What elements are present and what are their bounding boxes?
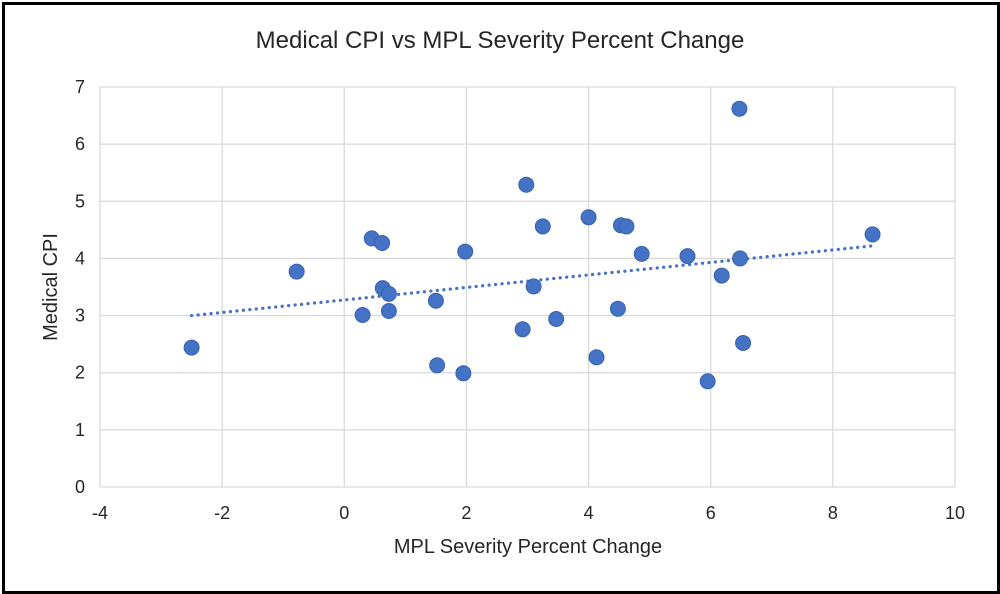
x-tick-label: 6 bbox=[706, 503, 716, 523]
data-point bbox=[380, 303, 397, 319]
data-point bbox=[518, 176, 535, 193]
y-tick-labels: 0 1 2 3 4 5 6 7 bbox=[75, 77, 85, 497]
trendline bbox=[190, 244, 875, 318]
x-tick-labels: -4 -2 0 2 4 6 8 10 bbox=[92, 503, 965, 523]
data-point bbox=[580, 209, 597, 226]
y-tick-label: 1 bbox=[75, 420, 85, 440]
data-point bbox=[699, 373, 716, 390]
x-axis-label: MPL Severity Percent Change bbox=[394, 536, 662, 558]
x-tick-label: 2 bbox=[461, 503, 471, 523]
data-point bbox=[732, 250, 749, 267]
data-point bbox=[864, 226, 881, 243]
data-point bbox=[588, 349, 605, 366]
data-point bbox=[548, 311, 565, 327]
gridlines bbox=[99, 86, 956, 488]
data-point bbox=[288, 263, 305, 280]
data-point bbox=[429, 357, 446, 374]
data-point bbox=[731, 100, 748, 117]
x-tick-label: 4 bbox=[584, 503, 594, 523]
data-point bbox=[374, 235, 391, 251]
data-point bbox=[679, 248, 696, 265]
y-tick-label: 0 bbox=[75, 477, 85, 497]
data-point bbox=[457, 243, 474, 260]
data-point bbox=[354, 307, 371, 323]
data-points bbox=[183, 100, 881, 390]
y-tick-label: 3 bbox=[75, 306, 85, 326]
data-point bbox=[380, 285, 397, 302]
x-tick-label: -4 bbox=[92, 503, 108, 523]
data-point bbox=[633, 245, 650, 262]
data-point bbox=[713, 267, 730, 284]
y-tick-label: 4 bbox=[75, 248, 85, 268]
y-tick-label: 6 bbox=[75, 134, 85, 154]
chart-title: Medical CPI vs MPL Severity Percent Chan… bbox=[256, 27, 745, 54]
x-tick-label: -2 bbox=[214, 503, 230, 523]
y-tick-label: 7 bbox=[75, 77, 85, 97]
data-point bbox=[618, 218, 635, 235]
data-point bbox=[455, 365, 472, 382]
data-point bbox=[525, 278, 542, 295]
data-point bbox=[609, 300, 626, 317]
data-point bbox=[534, 218, 551, 235]
y-tick-label: 5 bbox=[75, 191, 85, 211]
data-point bbox=[427, 292, 444, 309]
x-tick-label: 0 bbox=[339, 503, 349, 523]
data-point bbox=[183, 339, 200, 356]
y-axis-label: Medical CPI bbox=[40, 233, 62, 341]
y-tick-label: 2 bbox=[75, 363, 85, 383]
data-point bbox=[514, 321, 531, 338]
x-tick-label: 8 bbox=[828, 503, 838, 523]
data-point bbox=[735, 335, 752, 351]
x-tick-label: 10 bbox=[945, 503, 965, 523]
